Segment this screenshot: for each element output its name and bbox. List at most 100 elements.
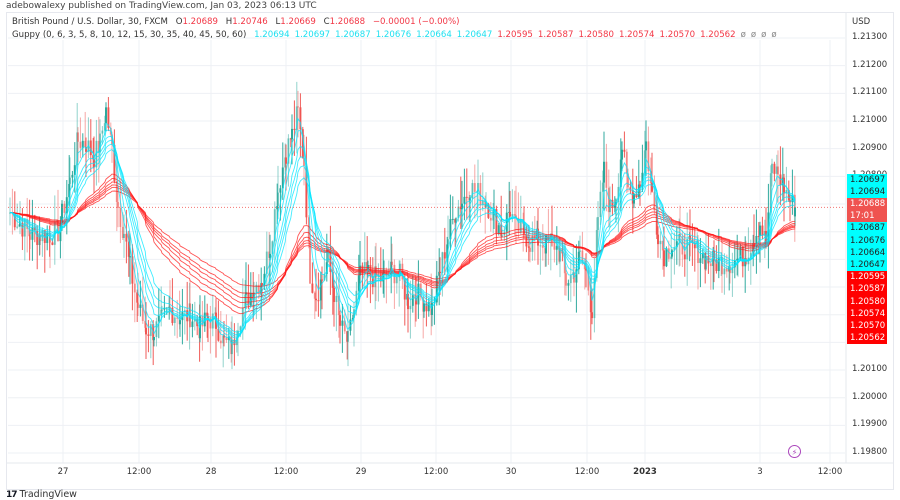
candle-body (661, 240, 664, 251)
candle-body (667, 248, 670, 259)
candle-body (161, 309, 163, 311)
candle-body (73, 165, 76, 175)
symbol-title[interactable]: British Pound / U.S. Dollar, 30, FXCM (12, 17, 168, 27)
candle-body (160, 309, 163, 316)
price-tick-label: 1.20900 (852, 142, 888, 153)
candle-body (244, 294, 247, 308)
candle-body (495, 209, 498, 234)
candle-body (265, 251, 268, 274)
time-tick-label: 12:00 (423, 467, 449, 477)
candle-body (492, 210, 495, 221)
candle-body (769, 173, 772, 213)
candle-body (683, 254, 686, 260)
candle-body (315, 298, 317, 301)
candle-body (455, 217, 457, 223)
candle-body (337, 295, 340, 316)
candle-body (241, 307, 244, 327)
candle-body (144, 320, 147, 328)
candle-body (351, 317, 354, 320)
candle-body (589, 290, 592, 313)
price-tick-label: 1.20000 (852, 391, 888, 402)
change-value: −0.00001 (−0.00%) (372, 17, 460, 27)
candle-body (741, 246, 744, 267)
candle-body (781, 177, 784, 186)
candle-body (113, 144, 116, 181)
time-tick-label: 2023 (633, 467, 657, 477)
guppy-long-value: 1.20587 (537, 30, 574, 40)
guppy-long-ema (10, 181, 796, 303)
candle-body (119, 208, 122, 227)
guppy-na-value: ø (740, 30, 746, 40)
guppy-title[interactable]: Guppy (0, 6, 3, 5, 8, 10, 12, 15, 30, 35… (12, 30, 247, 40)
candle-body (139, 304, 142, 308)
candle-body (635, 193, 638, 198)
time-tick-label: 12:00 (574, 467, 600, 477)
candle-body (686, 239, 689, 260)
candle-body (511, 214, 514, 217)
candle-body (497, 225, 500, 234)
candle-body (757, 235, 760, 237)
candle-body (339, 315, 341, 326)
guppy-long-price-tag: 1.20580 (847, 295, 887, 308)
candle-body (736, 258, 739, 261)
candle-body (759, 225, 761, 237)
candle-body (163, 307, 166, 310)
candle-body (121, 226, 124, 238)
candle-body (505, 212, 508, 232)
candle-body (331, 271, 334, 288)
candle-body (663, 250, 665, 267)
candle-body (71, 174, 74, 178)
candle-body (675, 241, 678, 248)
high-value: 1.20746 (232, 17, 268, 27)
candle-body (335, 295, 338, 303)
candle-body (651, 183, 653, 192)
candle-body (473, 183, 476, 192)
price-tick-label: 1.19900 (852, 419, 888, 430)
candle-body (89, 140, 92, 156)
candle-body (105, 107, 107, 124)
candle-body (137, 302, 139, 308)
candle-body (752, 243, 755, 253)
candle-body (623, 149, 626, 152)
candle-body (449, 219, 452, 240)
candle-body (481, 200, 484, 206)
candle-body (149, 324, 152, 336)
candle-body (465, 196, 468, 198)
candle-body (731, 267, 734, 274)
candle-body (123, 233, 125, 238)
candle-body (627, 173, 629, 188)
candle-body (585, 269, 587, 271)
candle-body (461, 203, 463, 210)
candle-body (191, 321, 194, 327)
candle-body (147, 334, 150, 336)
candle-body (463, 196, 466, 204)
publisher-caption: adebowalexy published on TradingView.com… (6, 1, 317, 11)
guppy-short-ema (10, 149, 796, 333)
lightning-icon[interactable]: ⚡ (788, 445, 801, 458)
candle-body (201, 316, 204, 327)
candle-body (773, 163, 776, 174)
candle-body (485, 203, 487, 208)
candle-body (607, 187, 610, 213)
candle-body (136, 292, 139, 303)
candle-body (489, 217, 492, 221)
candle-body (61, 203, 63, 224)
candle-body (379, 274, 382, 282)
candle-body (26, 219, 29, 230)
candle-body (749, 252, 752, 258)
candle-body (289, 138, 292, 140)
candle-body (299, 107, 302, 130)
candle-body (723, 268, 726, 275)
guppy-long-price-tag: 1.20587 (847, 283, 887, 296)
candle-body (579, 250, 581, 252)
candle-body (327, 249, 329, 263)
candle-body (471, 183, 474, 199)
open-value: 1.20689 (182, 17, 218, 27)
candle-body (111, 134, 113, 145)
currency-label: USD (852, 17, 871, 27)
candle-body (41, 230, 44, 242)
candle-body (171, 307, 174, 324)
candle-body (593, 277, 596, 319)
candle-body (223, 335, 225, 338)
